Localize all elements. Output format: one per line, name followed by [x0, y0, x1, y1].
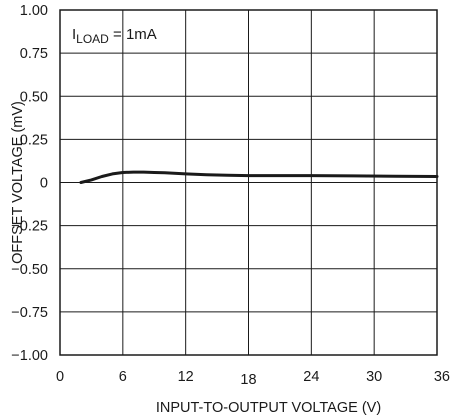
- y-tick-label: −0.50: [11, 262, 48, 278]
- x-axis-title: INPUT-TO-OUTPUT VOLTAGE (V): [156, 400, 381, 416]
- y-tick-label: −1.00: [11, 348, 48, 364]
- y-tick-label: 0.50: [20, 89, 48, 105]
- x-tick-label: 0: [56, 369, 64, 385]
- series-layer: [79, 170, 439, 184]
- x-tick-label: 30: [366, 369, 382, 385]
- x-tick-label: 24: [303, 369, 319, 385]
- y-tick-label: 0.25: [20, 132, 48, 148]
- y-tick-labels: 1.00 0.75 0.50 0.25 0 −0.25 −0.50 −0.75 −1.00: [11, 3, 48, 364]
- x-tick-label: 18: [240, 372, 256, 388]
- y-axis-title: OFFSET VOLTAGE (mV): [10, 101, 26, 264]
- annotation-suffix: = 1mA: [109, 26, 157, 43]
- annotation-subscript: LOAD: [76, 32, 109, 46]
- annotation-prefix: I: [72, 26, 76, 43]
- x-tick-labels: 0 6 12 18 24 30 36: [56, 369, 450, 388]
- y-tick-label: 0: [40, 176, 48, 192]
- y-tick-label: 0.75: [20, 46, 48, 62]
- x-tick-label: 12: [178, 369, 194, 385]
- y-tick-label: 1.00: [20, 3, 48, 19]
- x-tick-label: 36: [434, 369, 450, 385]
- grid-lines: [60, 10, 437, 355]
- y-tick-label: −0.75: [11, 305, 48, 321]
- load-current-annotation: ILOAD = 1mA: [72, 26, 157, 46]
- offset-voltage-line: [79, 170, 439, 184]
- x-tick-label: 6: [119, 369, 127, 385]
- plot-frame: [59, 9, 438, 356]
- y-tick-label: −0.25: [11, 219, 48, 235]
